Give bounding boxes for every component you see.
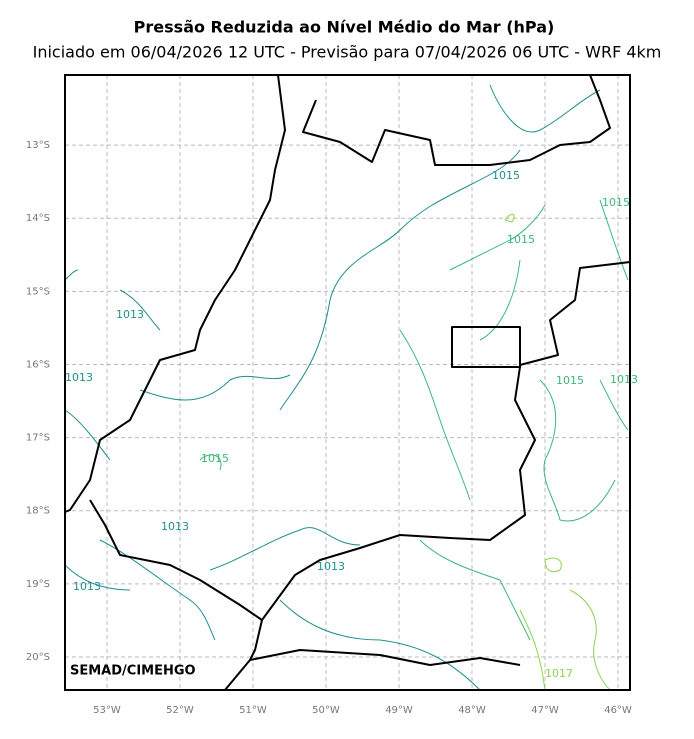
- contours: [64, 84, 629, 691]
- y-tick-label: 20°S: [26, 652, 50, 663]
- credit: SEMAD/CIMEHGO: [70, 664, 196, 679]
- state-border: [224, 649, 521, 691]
- x-tick-label: 53°W: [93, 705, 121, 716]
- state-border: [519, 261, 631, 366]
- state-border: [249, 619, 263, 661]
- contour-label: 1015: [492, 169, 520, 182]
- x-tick-label: 47°W: [531, 705, 559, 716]
- borders: [64, 74, 631, 691]
- contour-label: 1015: [201, 452, 229, 465]
- contour-line: [489, 84, 601, 133]
- contour-line: [99, 539, 216, 641]
- contour-labels: 1015 1015 1015 1013 1013 1015 1013 1015 1013 1013…: [65, 169, 638, 680]
- contour-line: [504, 213, 515, 223]
- contour-line: [209, 527, 361, 571]
- y-tick-label: 19°S: [26, 579, 50, 590]
- x-tick-label: 49°W: [385, 705, 413, 716]
- contour-line: [539, 379, 616, 522]
- contour-line: [64, 269, 79, 281]
- x-tick-label: 48°W: [458, 705, 486, 716]
- x-tick-label: 46°W: [604, 705, 632, 716]
- contour-label: 1013: [116, 308, 144, 321]
- state-border: [302, 74, 611, 166]
- contour-line: [419, 539, 531, 641]
- contour-line: [279, 149, 521, 411]
- contour-line: [519, 609, 546, 691]
- contour-line: [399, 329, 471, 501]
- state-border: [89, 366, 536, 621]
- contour-line: [479, 259, 521, 341]
- contour-line: [119, 289, 161, 331]
- map-title: Pressão Reduzida ao Nível Médio do Mar (…: [134, 18, 555, 37]
- state-border: [64, 74, 286, 513]
- contour-label: 1013: [610, 373, 638, 386]
- y-tick-label: 13°S: [26, 140, 50, 151]
- contour-line: [599, 199, 629, 281]
- y-tick-label: 16°S: [26, 359, 50, 370]
- y-tick-label: 18°S: [26, 506, 50, 517]
- contour-label: 1013: [73, 580, 101, 593]
- x-tick-label: 52°W: [166, 705, 194, 716]
- contour-label: 1013: [317, 560, 345, 573]
- contour-line: [569, 589, 611, 691]
- map-subtitle: Iniciado em 06/04/2026 12 UTC - Previsão…: [33, 43, 662, 62]
- x-tick-label: 50°W: [312, 705, 340, 716]
- y-tick-label: 17°S: [26, 433, 50, 444]
- contour-line: [139, 374, 291, 401]
- contour-line: [64, 564, 131, 591]
- contour-label: 1015: [602, 196, 630, 209]
- contour-label: 1015: [556, 374, 584, 387]
- x-tick-label: 51°W: [239, 705, 267, 716]
- district-border: [451, 326, 521, 368]
- contour-label: 1013: [161, 520, 189, 533]
- contour-line: [544, 557, 562, 573]
- y-tick-label: 14°S: [26, 213, 50, 224]
- contour-label: 1015: [507, 233, 535, 246]
- contour-line: [449, 204, 546, 271]
- contour-line: [599, 379, 629, 431]
- y-tick-label: 15°S: [26, 286, 50, 297]
- map-frame: [64, 74, 631, 691]
- contour-label: 1013: [65, 371, 93, 384]
- contour-label: 1017: [545, 667, 573, 680]
- contour-line: [199, 454, 222, 471]
- contour-line: [279, 599, 481, 691]
- contour-line: [64, 409, 111, 461]
